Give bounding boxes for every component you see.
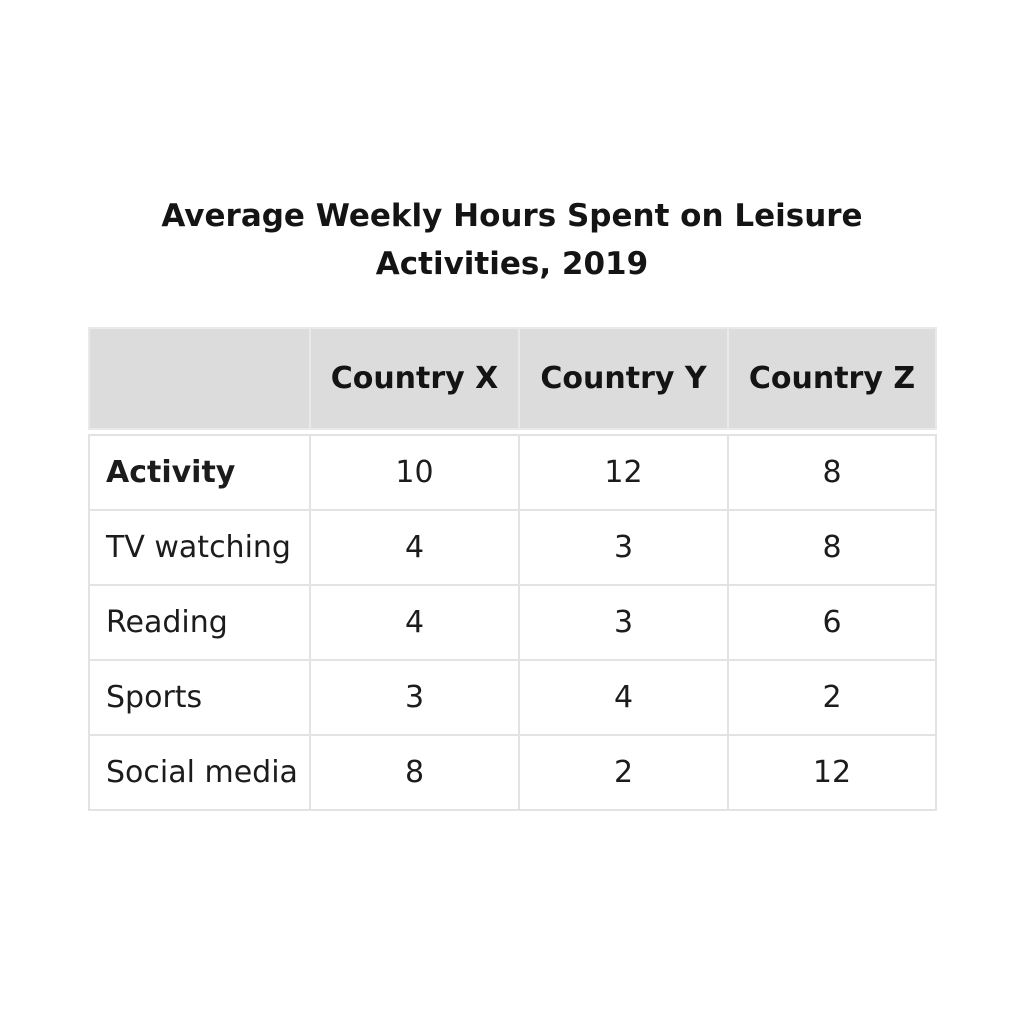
table-row: Activity 10 12 8 (88, 434, 937, 511)
row-label: Activity (88, 434, 311, 511)
table-cell: 10 (309, 434, 520, 511)
header-gap (89, 429, 936, 435)
data-table-container: Country X Country Y Country Z Activity 1… (88, 327, 937, 811)
header-cell-country-y: Country Y (518, 327, 729, 430)
table-cell: 8 (727, 434, 937, 511)
row-label: TV watching (88, 509, 311, 586)
table-cell: 4 (518, 659, 729, 736)
table-header-row: Country X Country Y Country Z (88, 327, 937, 430)
table-cell: 2 (518, 734, 729, 811)
data-table: Country X Country Y Country Z Activity 1… (88, 327, 937, 811)
row-label: Sports (88, 659, 311, 736)
chart-title-line-2: Activities, 2019 (375, 246, 649, 282)
table-cell: 8 (309, 734, 520, 811)
table-cell: 12 (727, 734, 937, 811)
table-cell: 8 (727, 509, 937, 586)
header-gap-cell (89, 429, 936, 435)
table-cell: 3 (518, 584, 729, 661)
chart-title-line-1: Average Weekly Hours Spent on Leisure (161, 198, 863, 234)
header-cell-empty (88, 327, 311, 430)
table-cell: 3 (309, 659, 520, 736)
table-cell: 12 (518, 434, 729, 511)
table-cell: 6 (727, 584, 937, 661)
header-cell-country-x: Country X (309, 327, 520, 430)
table-cell: 3 (518, 509, 729, 586)
table-row: Social media 8 2 12 (88, 734, 937, 811)
table-cell: 2 (727, 659, 937, 736)
chart-title: Average Weekly Hours Spent on Leisure Ac… (0, 192, 1024, 288)
table-cell: 4 (309, 509, 520, 586)
table-row: Reading 4 3 6 (88, 584, 937, 661)
table-row: Sports 3 4 2 (88, 659, 937, 736)
table-cell: 4 (309, 584, 520, 661)
table-row: TV watching 4 3 8 (88, 509, 937, 586)
header-cell-country-z: Country Z (727, 327, 937, 430)
row-label: Reading (88, 584, 311, 661)
row-label: Social media (88, 734, 311, 811)
